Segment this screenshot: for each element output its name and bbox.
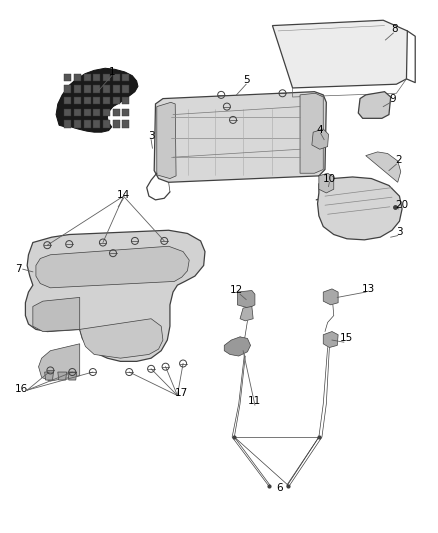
Polygon shape <box>33 297 80 332</box>
Text: 3: 3 <box>396 227 403 237</box>
Polygon shape <box>122 120 129 128</box>
Polygon shape <box>74 120 81 128</box>
Polygon shape <box>84 109 91 116</box>
Text: 15: 15 <box>340 334 353 343</box>
Polygon shape <box>68 372 77 380</box>
Text: 4: 4 <box>316 125 323 134</box>
Polygon shape <box>84 120 91 128</box>
Polygon shape <box>25 230 205 361</box>
Text: 8: 8 <box>391 25 398 34</box>
Polygon shape <box>113 97 120 104</box>
Polygon shape <box>74 97 81 104</box>
Polygon shape <box>64 109 71 116</box>
Polygon shape <box>84 74 91 81</box>
Polygon shape <box>113 74 120 81</box>
Text: 6: 6 <box>276 483 283 492</box>
Polygon shape <box>64 85 71 93</box>
Polygon shape <box>113 85 120 93</box>
Polygon shape <box>80 319 163 358</box>
Polygon shape <box>56 68 138 132</box>
Polygon shape <box>157 102 176 179</box>
Polygon shape <box>74 109 81 116</box>
Polygon shape <box>93 85 100 93</box>
Polygon shape <box>113 120 120 128</box>
Polygon shape <box>93 97 100 104</box>
Polygon shape <box>103 120 110 128</box>
Text: 1: 1 <box>108 67 115 77</box>
Polygon shape <box>36 246 189 288</box>
Polygon shape <box>122 74 129 81</box>
Polygon shape <box>122 85 129 93</box>
Text: 2: 2 <box>395 155 402 165</box>
Polygon shape <box>358 92 391 118</box>
Polygon shape <box>84 97 91 104</box>
Polygon shape <box>240 306 253 321</box>
Polygon shape <box>45 372 53 380</box>
Text: 9: 9 <box>389 94 396 103</box>
Text: 5: 5 <box>243 75 250 85</box>
Polygon shape <box>93 74 100 81</box>
Polygon shape <box>74 74 81 81</box>
Text: 20: 20 <box>396 200 409 210</box>
Polygon shape <box>323 289 338 305</box>
Text: 16: 16 <box>14 384 28 394</box>
Polygon shape <box>103 97 110 104</box>
Polygon shape <box>122 109 129 116</box>
Polygon shape <box>58 372 67 380</box>
Text: 13: 13 <box>362 284 375 294</box>
Text: 11: 11 <box>248 397 261 406</box>
Text: 10: 10 <box>323 174 336 183</box>
Polygon shape <box>64 97 71 104</box>
Polygon shape <box>122 97 129 104</box>
Polygon shape <box>323 332 338 348</box>
Polygon shape <box>300 93 323 173</box>
Polygon shape <box>103 85 110 93</box>
Polygon shape <box>64 74 71 81</box>
Polygon shape <box>366 152 401 182</box>
Text: 7: 7 <box>15 264 22 274</box>
Text: 14: 14 <box>117 190 130 199</box>
Polygon shape <box>93 109 100 116</box>
Polygon shape <box>154 92 326 182</box>
Polygon shape <box>224 337 251 356</box>
Polygon shape <box>93 120 100 128</box>
Polygon shape <box>272 20 407 88</box>
Polygon shape <box>113 109 120 116</box>
Polygon shape <box>319 173 334 193</box>
Polygon shape <box>237 290 255 308</box>
Text: 17: 17 <box>175 389 188 398</box>
Polygon shape <box>74 85 81 93</box>
Text: 3: 3 <box>148 131 155 141</box>
Polygon shape <box>84 85 91 93</box>
Text: 12: 12 <box>230 286 243 295</box>
Polygon shape <box>39 344 80 381</box>
Polygon shape <box>103 74 110 81</box>
Polygon shape <box>318 177 402 240</box>
Polygon shape <box>103 109 110 116</box>
Polygon shape <box>64 120 71 128</box>
Polygon shape <box>312 129 328 149</box>
